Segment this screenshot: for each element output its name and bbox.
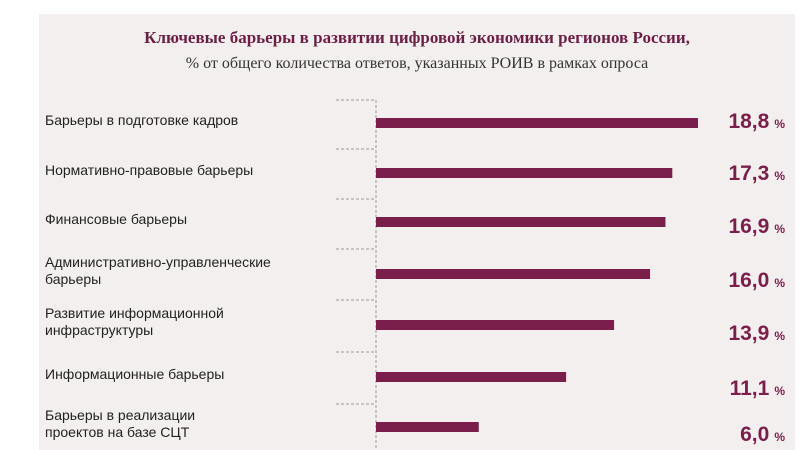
value-label: 18,8% [728, 110, 785, 133]
category-label: Барьеры в реализации проектов на базе СЦТ [45, 407, 195, 440]
chart-subtitle: % от общего количества ответов, указанны… [185, 55, 649, 72]
category-label: Развитие информационной инфраструктуры [45, 305, 224, 338]
value-label: 17,3% [728, 162, 785, 185]
value-label: 13,9% [728, 322, 785, 345]
category-label: Административно-управленческие барьеры [45, 254, 271, 287]
bar [376, 118, 698, 128]
bar [376, 217, 666, 227]
bar [376, 320, 615, 330]
bar [376, 372, 567, 382]
bar [376, 168, 673, 178]
chart-title: Ключевые барьеры в развитии цифровой эко… [144, 28, 690, 47]
value-label: 11,1% [730, 377, 786, 400]
bar [376, 269, 651, 279]
category-label: Финансовые барьеры [45, 211, 187, 227]
category-label: Нормативно-правовые барьеры [45, 162, 253, 178]
category-label: Информационные барьеры [45, 366, 224, 382]
category-label: Барьеры в подготовке кадров [45, 112, 238, 128]
bar [376, 422, 479, 432]
value-label: 16,0% [728, 269, 785, 292]
value-label: 6,0% [740, 423, 785, 446]
value-label: 16,9% [728, 215, 785, 238]
